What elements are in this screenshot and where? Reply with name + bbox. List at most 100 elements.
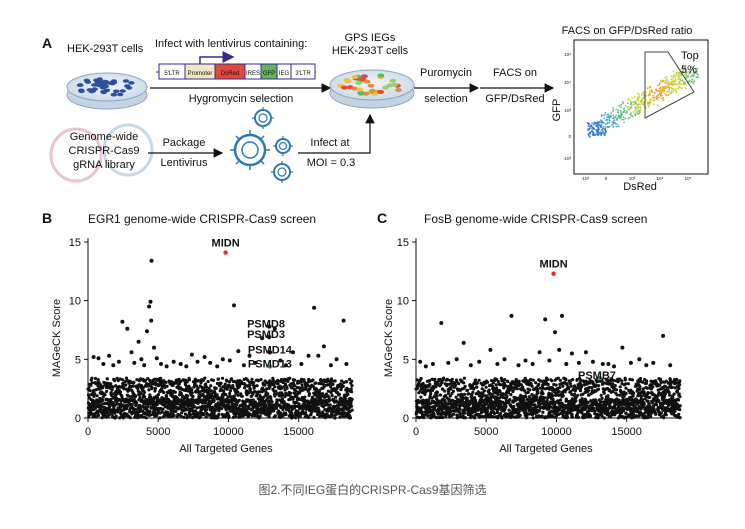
facs-event bbox=[672, 78, 674, 80]
facs-event bbox=[602, 127, 604, 130]
facs-event bbox=[666, 90, 669, 93]
cell-dot bbox=[341, 85, 348, 90]
gene-point bbox=[420, 387, 424, 391]
facs-event bbox=[661, 97, 664, 100]
gene-point bbox=[498, 389, 502, 394]
xlabel-c: All Targeted Genes bbox=[499, 443, 593, 455]
gene-point bbox=[170, 415, 174, 419]
gene-point bbox=[481, 391, 485, 396]
gene-point bbox=[523, 376, 527, 380]
gene-point bbox=[263, 383, 267, 387]
gene-point bbox=[585, 386, 589, 390]
gene-point bbox=[148, 378, 152, 383]
gene-point bbox=[479, 401, 483, 405]
facs-event bbox=[617, 125, 620, 128]
gene-point bbox=[434, 416, 438, 420]
facs-event bbox=[665, 80, 668, 83]
gene-point bbox=[204, 385, 208, 389]
library-line2: CRISPR-Cas9 bbox=[69, 145, 140, 157]
gene-point bbox=[454, 395, 458, 399]
facs-event bbox=[681, 79, 684, 82]
facs-event bbox=[642, 94, 645, 97]
gene-point bbox=[578, 389, 583, 393]
facs-event bbox=[665, 94, 668, 97]
gene-point bbox=[111, 385, 115, 389]
package-line2: Lentivirus bbox=[160, 157, 208, 169]
facs-event bbox=[692, 69, 694, 71]
facs-event bbox=[637, 102, 640, 105]
facs-event bbox=[619, 106, 622, 109]
facs-event bbox=[648, 90, 651, 92]
gene-point bbox=[445, 378, 450, 382]
gene-point bbox=[295, 400, 299, 404]
gene-point bbox=[576, 393, 580, 397]
facs-event bbox=[672, 70, 675, 73]
facs-event bbox=[692, 72, 695, 74]
facs-event bbox=[684, 82, 687, 85]
gene-point bbox=[333, 416, 337, 420]
gene-point bbox=[659, 411, 663, 415]
gene-point bbox=[517, 409, 521, 413]
facs-event bbox=[587, 125, 590, 127]
facs-event bbox=[668, 86, 671, 89]
gene-point bbox=[649, 415, 653, 419]
gene-point bbox=[599, 400, 603, 404]
facs-xtick: -10³ bbox=[581, 176, 590, 181]
gene-point bbox=[462, 376, 466, 380]
facs-event bbox=[602, 130, 604, 133]
facs-event bbox=[623, 107, 626, 110]
facs-event bbox=[649, 99, 651, 101]
facs-event bbox=[615, 108, 618, 111]
gene-point bbox=[663, 392, 668, 396]
gene-point bbox=[130, 403, 134, 407]
gene-point bbox=[215, 364, 220, 369]
facs-event bbox=[607, 113, 610, 116]
gene-point bbox=[543, 317, 548, 322]
ylabel-b: MAGeCK Score bbox=[51, 299, 63, 377]
facs-event bbox=[602, 121, 604, 124]
facs-event bbox=[660, 80, 662, 83]
gene-point bbox=[136, 339, 141, 344]
cell-dot bbox=[117, 92, 124, 97]
gene-point bbox=[462, 392, 467, 396]
gene-point bbox=[118, 390, 122, 394]
gene-point bbox=[160, 410, 164, 414]
facs-event bbox=[669, 92, 672, 94]
gene-point bbox=[226, 402, 230, 406]
facs-event bbox=[633, 108, 636, 111]
gene-point bbox=[624, 382, 628, 386]
gene-point bbox=[335, 400, 339, 404]
gene-point bbox=[671, 395, 675, 400]
gene-point bbox=[318, 388, 322, 392]
gene-point bbox=[441, 415, 445, 420]
facs-event bbox=[636, 110, 638, 113]
gene-point bbox=[489, 395, 493, 399]
gene-point bbox=[417, 400, 421, 404]
facs-event bbox=[657, 94, 660, 96]
gene-point bbox=[641, 387, 645, 391]
facs-event bbox=[630, 112, 632, 115]
gene-point bbox=[139, 392, 143, 396]
facs-event bbox=[663, 89, 665, 92]
gene-point bbox=[504, 404, 508, 409]
gene-point bbox=[539, 379, 544, 383]
facs-event bbox=[666, 76, 668, 78]
facs-event bbox=[612, 126, 615, 128]
facs-event bbox=[636, 98, 639, 101]
gene-point bbox=[637, 357, 642, 362]
gene-point bbox=[477, 359, 482, 364]
facs-event bbox=[600, 115, 603, 117]
gene-point bbox=[162, 390, 166, 395]
cell-dot bbox=[125, 86, 133, 90]
gene-point bbox=[159, 376, 163, 380]
gene-point bbox=[500, 416, 504, 420]
facs-event bbox=[634, 100, 637, 102]
gene-point bbox=[293, 384, 297, 388]
gene-point bbox=[677, 392, 681, 396]
gene-point bbox=[268, 385, 272, 389]
gene-point bbox=[521, 407, 525, 412]
facs-event bbox=[662, 80, 665, 83]
facs-event bbox=[613, 119, 616, 121]
gene-point bbox=[516, 363, 521, 368]
gene-point bbox=[328, 398, 332, 402]
